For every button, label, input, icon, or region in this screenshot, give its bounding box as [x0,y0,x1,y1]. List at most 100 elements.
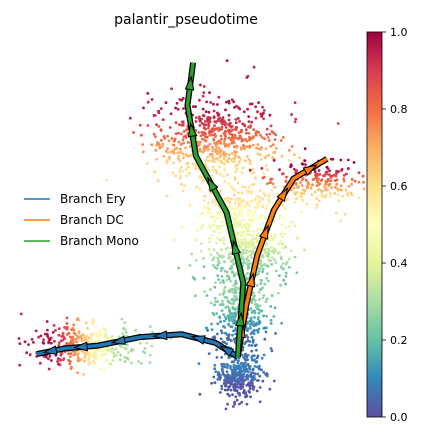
scatter-point [240,238,244,242]
scatter-point [317,169,321,172]
scatter-point [292,167,296,171]
scatter-point [226,305,230,308]
scatter-point [289,249,293,253]
scatter-point [225,278,229,282]
scatter-point [232,100,236,104]
scatter-point [320,189,324,193]
scatter-point [197,215,201,218]
scatter-point [259,133,262,137]
scatter-point [216,103,219,106]
scatter-point [181,124,185,127]
scatter-point [200,226,203,230]
scatter-point [281,235,284,239]
scatter-point [234,217,238,221]
scatter-point [161,142,165,146]
scatter-point [230,136,233,140]
scatter-point [247,245,250,249]
scatter-point [177,266,181,270]
scatter-point [350,182,353,186]
scatter-point [123,321,127,324]
scatter-point [187,171,191,175]
scatter-point [238,213,242,217]
scatter-point [259,112,263,116]
scatter-point [257,147,261,151]
legend: Branch Ery Branch DC Branch Mono [24,192,139,248]
scatter-point [214,144,218,148]
scatter-point [221,303,225,306]
scatter-point [296,238,300,241]
scatter-point [175,146,179,150]
scatter-point [208,236,211,240]
scatter-point [44,355,48,359]
scatter-point [220,367,224,371]
scatter-point [203,148,207,152]
scatter-point [244,222,248,226]
scatter-point [225,370,229,373]
scatter-point [225,366,229,369]
scatter-point [259,216,263,219]
scatter-point [116,351,120,354]
scatter-point [235,298,239,301]
scatter-point [205,123,208,127]
scatter-point [214,120,218,124]
scatter-point [250,344,254,347]
scatter-point [270,349,274,353]
scatter-point [334,211,338,215]
scatter-point [49,341,53,345]
scatter-point [234,395,238,399]
scatter-point [216,140,219,144]
scatter-point [58,357,62,361]
scatter-point [347,185,351,188]
scatter-point [209,301,213,305]
scatter-point [338,188,342,192]
scatter-point [261,379,265,383]
scatter-point [137,360,140,363]
scatter-point [234,326,238,330]
scatter-point [315,197,319,200]
scatter-point [92,351,96,355]
scatter-point [243,159,247,163]
scatter-point [241,230,245,233]
scatter-point [248,340,252,343]
scatter-point [283,232,286,236]
colorbar-tick-label: 1.0 [390,26,408,39]
scatter-point [88,352,92,356]
scatter-point [157,110,160,114]
scatter-point [256,110,259,114]
scatter-point [254,116,258,120]
scatter-point [245,367,248,371]
scatter-point [219,269,223,273]
scatter-point [240,171,244,175]
scatter-point [268,201,271,205]
scatter-point [57,341,61,344]
scatter-point [234,291,238,294]
scatter-point [257,304,260,308]
scatter-point [159,128,163,132]
scatter-point [229,365,232,368]
scatter-point [253,218,257,221]
scatter-point [202,91,206,94]
scatter-point [174,132,178,136]
scatter-point [185,128,188,132]
scatter-point [126,351,130,354]
scatter-point [150,344,154,348]
scatter-point [248,233,252,237]
scatter-point [276,291,280,295]
scatter-point [264,207,268,211]
scatter-point [246,107,250,111]
scatter-point [247,259,251,263]
scatter-point [65,316,69,320]
scatter-point [270,263,274,266]
scatter-point [221,292,225,296]
scatter-point [247,343,251,347]
scatter-point [257,315,260,319]
scatter-point [218,116,222,120]
scatter-point [254,176,257,180]
scatter-point [227,113,231,117]
scatter-point [172,143,176,147]
scatter-point [134,329,138,332]
scatter-point [253,316,256,319]
scatter-point [224,129,227,133]
scatter-point [248,138,251,142]
scatter-point [110,335,114,338]
